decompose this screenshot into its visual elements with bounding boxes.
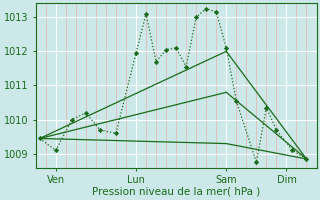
- X-axis label: Pression niveau de la mer( hPa ): Pression niveau de la mer( hPa ): [92, 187, 260, 197]
